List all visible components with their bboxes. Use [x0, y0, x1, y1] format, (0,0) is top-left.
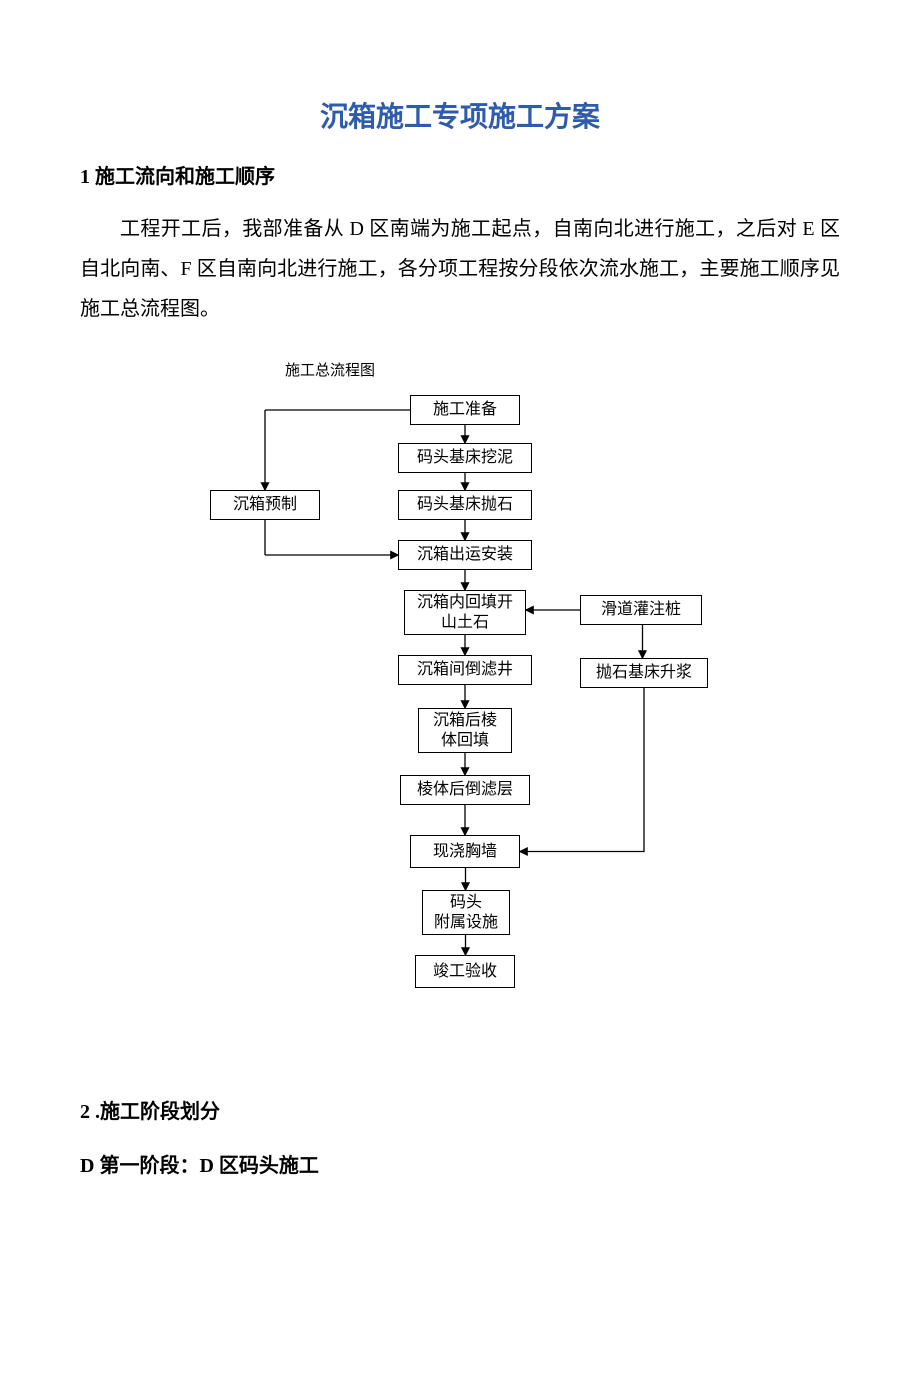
flow-node-n3: 码头基床抛石 [398, 490, 532, 520]
flow-node-n6: 沉箱间倒滤井 [398, 655, 532, 685]
flow-node-n1: 施工准备 [410, 395, 520, 425]
section2-heading: 2 .施工阶段划分 [80, 1095, 920, 1124]
flowchart-caption: 施工总流程图 [0, 359, 920, 380]
flow-node-n9: 现浇胸墙 [410, 835, 520, 868]
flow-node-n8: 棱体后倒滤层 [400, 775, 530, 805]
flowchart: 施工准备码头基床挖泥码头基床抛石 沉箱预制沉箱出运安装沉箱内回填开 山土石 滑道灌注… [200, 395, 800, 1055]
flow-node-n11: 竣工验收 [415, 955, 515, 988]
flow-node-nR1: 滑道灌注桩 [580, 595, 702, 625]
flow-node-nR2: 抛石基床升浆 [580, 658, 708, 688]
flow-node-n4: 沉箱出运安装 [398, 540, 532, 570]
flow-node-nL: 沉箱预制 [210, 490, 320, 520]
flow-node-n2: 码头基床挖泥 [398, 443, 532, 473]
flow-node-n7: 沉箱后棱 体回填 [418, 708, 512, 753]
page-title: 沉箱施工专项施工方案 [0, 95, 920, 135]
section3-heading: D 第一阶段：D 区码头施工 [80, 1149, 920, 1178]
flow-node-n10: 码头 附属设施 [422, 890, 510, 935]
section1-heading: 1 施工流向和施工顺序 [80, 160, 920, 189]
flow-node-n5: 沉箱内回填开 山土石 [404, 590, 526, 635]
section1-paragraph: 工程开工后，我部准备从 D 区南端为施工起点，自南向北进行施工，之后对 E 区自… [80, 209, 840, 329]
